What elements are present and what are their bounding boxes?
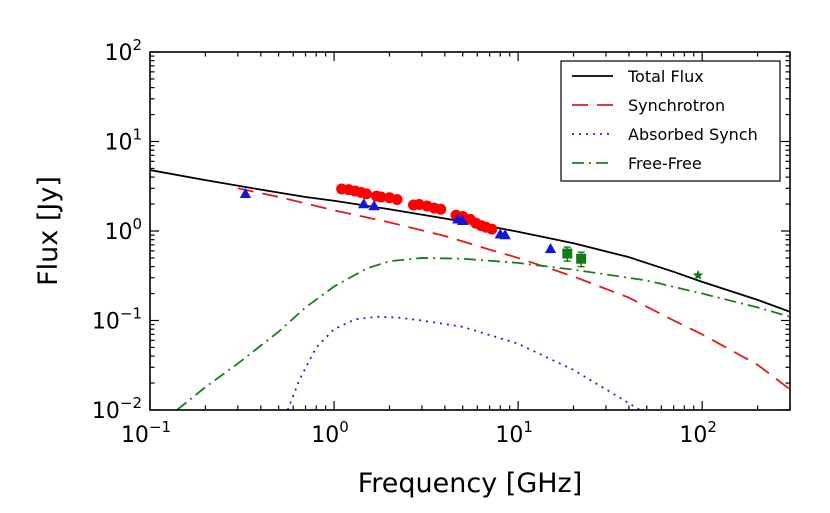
data-point-triangle [239,187,252,199]
y-tick-label: 101 [104,126,142,156]
y-tick-label: 10−1 [92,305,142,335]
legend-label: Total Flux [627,67,704,86]
x-tick-label: 101 [495,418,533,448]
data-point-triangle [368,200,380,211]
series-line-synchrotron [237,187,790,391]
data-point-circle [360,188,372,200]
legend-box [560,60,781,182]
data-point-triangle [457,214,469,226]
series-line-absorbed-synch [286,315,641,410]
data-point-triangle [499,229,511,240]
y-tick-label: 102 [104,36,142,66]
y-axis-label: Flux [Jy] [33,176,64,286]
data-point-circle [391,193,403,205]
x-tick-label: 102 [679,418,717,448]
legend: Total Flux Synchrotron Absorbed Synch Free-… [560,60,781,182]
x-axis-label: Frequency [GHz] [358,468,583,499]
data-point-circle [486,223,498,235]
legend-label: Synchrotron [628,96,725,115]
legend-label: Absorbed Synch [628,125,758,144]
y-tick-label: 100 [104,215,142,245]
data-point-square [562,248,573,259]
data-point-triangle [358,198,370,209]
x-tick-label: 10−1 [121,418,171,448]
x-tick-label: 100 [311,418,349,448]
data-point-square [576,253,587,264]
data-point-circle [375,191,387,203]
curves-layer [150,169,790,410]
series-line-free-free [176,257,790,410]
data-point-star [692,269,704,280]
markers-layer [239,183,704,280]
data-point-circle [435,203,447,215]
legend-label: Free-Free [628,154,702,173]
y-tick-label: 10−2 [92,394,142,424]
data-point-triangle [544,242,557,254]
